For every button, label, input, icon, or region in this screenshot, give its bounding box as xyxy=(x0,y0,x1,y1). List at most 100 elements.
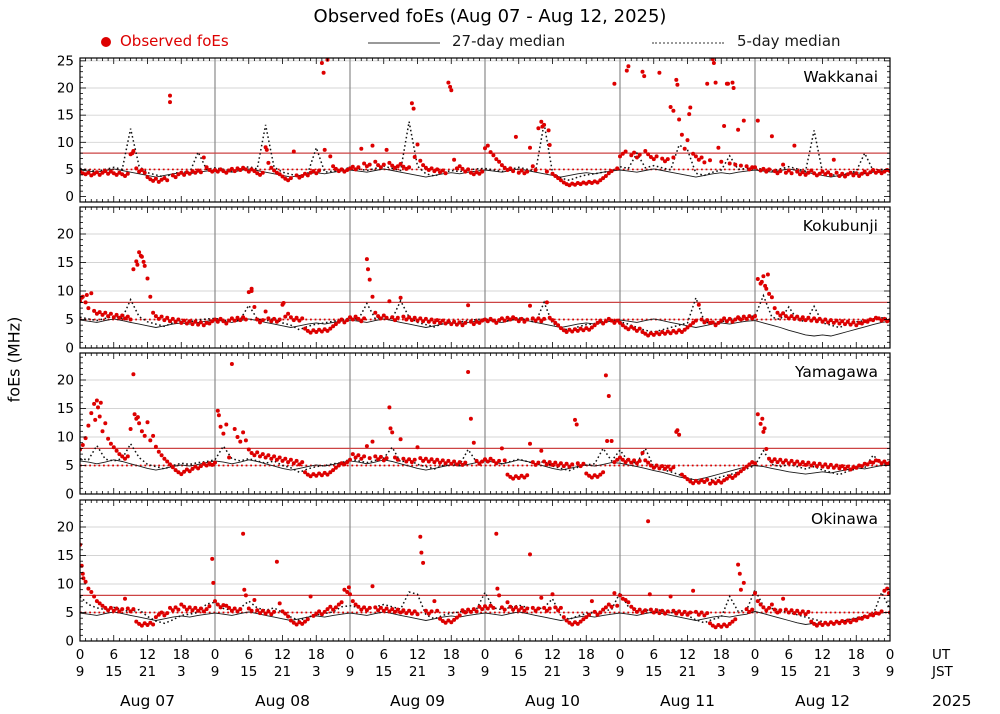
ut-tick-label: 12 xyxy=(139,647,156,663)
panel-border xyxy=(79,499,891,642)
y-tick-label: 0 xyxy=(65,341,74,357)
ut-tick-label: 18 xyxy=(173,647,190,663)
ut-axis-label: UT xyxy=(932,647,951,663)
date-label: Aug 12 xyxy=(795,692,850,710)
year-label: 2025 xyxy=(932,692,971,710)
station-label: Kokubunji xyxy=(803,217,878,235)
x-axis-labels: 0961512211830961512211830961512211830961… xyxy=(76,647,972,710)
ut-tick-label: 18 xyxy=(713,647,730,663)
median5-dotted-line-icon xyxy=(652,42,724,44)
y-tick-label: 0 xyxy=(65,189,74,205)
y-tick-label: 20 xyxy=(57,520,74,536)
panel-okinawa: 0 5 10 15 20 Okinawa xyxy=(57,499,891,650)
jst-tick-label: 9 xyxy=(76,664,85,680)
legend-item-5day-median: 5-day median xyxy=(737,32,841,50)
jst-tick-label: 21 xyxy=(679,664,696,680)
jst-tick-label: 21 xyxy=(814,664,831,680)
jst-axis-label: JST xyxy=(931,664,954,680)
jst-tick-label: 15 xyxy=(105,664,122,680)
median5-series xyxy=(80,121,890,182)
ut-tick-label: 18 xyxy=(443,647,460,663)
jst-tick-label: 3 xyxy=(177,664,186,680)
station-label: Yamagawa xyxy=(794,363,878,381)
panel-yamagawa: 0 5 10 15 20 Yamagawa xyxy=(57,352,891,503)
y-tick-label: 20 xyxy=(57,81,74,97)
jst-tick-label: 9 xyxy=(211,664,220,680)
ut-tick-label: 12 xyxy=(679,647,696,663)
median27-line-icon xyxy=(368,42,440,44)
y-tick-label: 5 xyxy=(65,162,74,178)
jst-tick-label: 3 xyxy=(582,664,591,680)
y-tick-label: 15 xyxy=(57,255,74,271)
ut-tick-label: 12 xyxy=(274,647,291,663)
ut-tick-label: 12 xyxy=(814,647,831,663)
ut-tick-label: 0 xyxy=(616,647,625,663)
legend-item-27day-median: 27-day median xyxy=(452,32,566,50)
y-tick-label: 5 xyxy=(65,605,74,621)
station-label: Okinawa xyxy=(811,510,878,528)
ut-tick-label: 12 xyxy=(409,647,426,663)
ut-tick-label: 6 xyxy=(784,647,793,663)
y-tick-label: 0 xyxy=(65,634,74,650)
panel-border xyxy=(79,352,891,495)
y-tick-label: 10 xyxy=(57,430,74,446)
jst-tick-label: 3 xyxy=(447,664,456,680)
ut-tick-label: 18 xyxy=(308,647,325,663)
panel-kokubunji: 0 5 10 15 20 Kokubunji xyxy=(57,206,891,357)
station-label: Wakkanai xyxy=(803,68,878,86)
jst-tick-label: 3 xyxy=(852,664,861,680)
jst-tick-label: 9 xyxy=(481,664,490,680)
jst-tick-label: 21 xyxy=(544,664,561,680)
ut-tick-label: 6 xyxy=(649,647,658,663)
jst-tick-label: 15 xyxy=(780,664,797,680)
ut-tick-label: 0 xyxy=(886,647,895,663)
y-tick-label: 0 xyxy=(65,487,74,503)
ut-tick-label: 18 xyxy=(578,647,595,663)
panel-border xyxy=(79,206,891,349)
date-label: Aug 10 xyxy=(525,692,580,710)
jst-tick-label: 15 xyxy=(510,664,527,680)
y-tick-label: 10 xyxy=(57,135,74,151)
jst-tick-label: 15 xyxy=(375,664,392,680)
ut-tick-label: 6 xyxy=(514,647,523,663)
y-tick-label: 10 xyxy=(57,577,74,593)
ut-tick-label: 6 xyxy=(379,647,388,663)
jst-tick-label: 3 xyxy=(717,664,726,680)
y-tick-label: 15 xyxy=(57,548,74,564)
jst-tick-label: 3 xyxy=(312,664,321,680)
jst-tick-label: 9 xyxy=(751,664,760,680)
jst-tick-label: 15 xyxy=(240,664,257,680)
y-axis-label: foEs (MHz) xyxy=(4,316,24,403)
observed-dots xyxy=(80,362,890,486)
ut-tick-label: 0 xyxy=(76,647,85,663)
jst-tick-label: 9 xyxy=(886,664,895,680)
ut-tick-label: 0 xyxy=(211,647,220,663)
ut-tick-label: 0 xyxy=(481,647,490,663)
ut-tick-label: 0 xyxy=(346,647,355,663)
jst-tick-label: 21 xyxy=(274,664,291,680)
y-tick-label: 5 xyxy=(65,458,74,474)
ut-tick-label: 12 xyxy=(544,647,561,663)
y-tick-label: 15 xyxy=(57,108,74,124)
y-tick-label: 25 xyxy=(57,53,74,69)
date-label: Aug 08 xyxy=(255,692,310,710)
jst-tick-label: 9 xyxy=(616,664,625,680)
ut-tick-label: 18 xyxy=(848,647,865,663)
jst-tick-label: 15 xyxy=(645,664,662,680)
panel-border xyxy=(79,57,891,203)
ut-tick-label: 6 xyxy=(109,647,118,663)
y-tick-label: 10 xyxy=(57,284,74,300)
observed-dots xyxy=(80,250,890,338)
ut-tick-label: 6 xyxy=(244,647,253,663)
jst-tick-label: 21 xyxy=(409,664,426,680)
y-tick-label: 15 xyxy=(57,401,74,417)
observed-dots xyxy=(80,519,890,630)
ut-tick-label: 0 xyxy=(751,647,760,663)
chart-title: Observed foEs (Aug 07 - Aug 12, 2025) xyxy=(313,6,667,27)
date-label: Aug 11 xyxy=(660,692,715,710)
date-label: Aug 07 xyxy=(120,692,175,710)
legend-item-observed: Observed foEs xyxy=(120,32,229,50)
observed-dot-icon xyxy=(101,37,111,47)
